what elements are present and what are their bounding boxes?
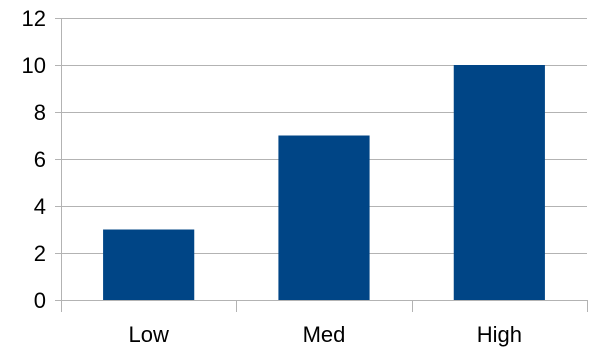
y-tick-label: 6 — [34, 147, 46, 172]
x-tick-labels: Low Med High — [128, 322, 521, 347]
y-tick-label: 12 — [22, 6, 46, 31]
y-tick-label: 10 — [22, 53, 46, 78]
bar-low — [103, 229, 195, 300]
y-tick-label: 8 — [34, 100, 46, 125]
bar-med — [278, 135, 370, 300]
x-tick-label: Low — [128, 322, 168, 347]
bar-high — [453, 65, 545, 300]
bars — [103, 65, 545, 300]
y-tick-label: 4 — [34, 194, 46, 219]
x-tick-label: High — [477, 322, 522, 347]
y-tick-labels: 0 2 4 6 8 10 12 — [22, 6, 46, 313]
axes — [61, 18, 588, 312]
y-tick-label: 2 — [34, 241, 46, 266]
y-tick-label: 0 — [34, 288, 46, 313]
x-tick-label: Med — [303, 322, 346, 347]
